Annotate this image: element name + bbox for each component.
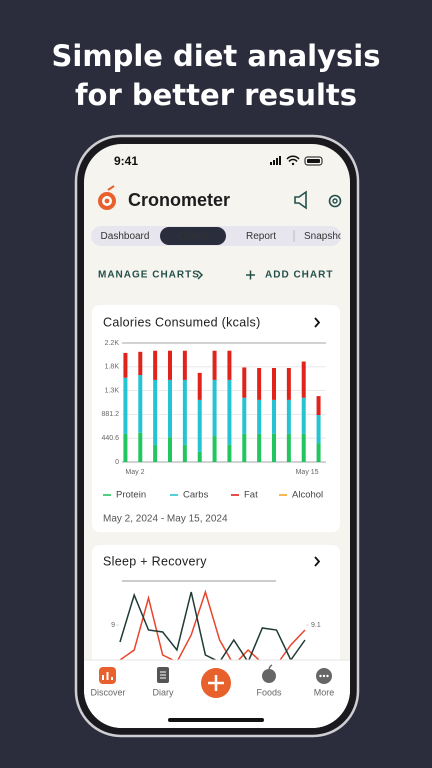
bar-segment: [153, 379, 158, 445]
legend-label: Carbs: [183, 490, 209, 501]
bar-segment: [301, 397, 306, 434]
y-tick-label: 2.2K: [105, 340, 120, 347]
bar-segment: [212, 379, 217, 437]
home-indicator: [168, 718, 264, 722]
bar-segment: [153, 444, 158, 462]
bar-segment: [212, 436, 217, 462]
chevron: [197, 270, 204, 280]
y-tick-label: 0: [115, 459, 119, 466]
bar-segment: [212, 350, 217, 380]
status-time: 9:41: [114, 154, 138, 168]
y-tick-label: 1.8K: [105, 364, 120, 371]
x-tick-label: May 15: [296, 469, 319, 476]
tab[interactable]: Charts: [178, 231, 207, 242]
bar-segment: [197, 451, 202, 462]
app-logo: [98, 185, 116, 210]
bar-segment: [138, 375, 143, 433]
chevron: [314, 556, 321, 567]
chevron: [314, 317, 321, 328]
headline: for better results: [75, 78, 357, 112]
bar-segment: [168, 350, 172, 380]
bar-segment: [123, 433, 128, 462]
bar-segment: [227, 379, 232, 445]
bar-segment: [153, 350, 158, 380]
bar-segment: [316, 396, 321, 416]
bar-segment: [227, 444, 232, 462]
status-icons: [270, 155, 323, 166]
legend-label: Alcohol: [292, 490, 323, 501]
nav-item[interactable]: Diary: [152, 687, 174, 697]
bar-segment: [227, 350, 232, 380]
bar-segment: [197, 372, 202, 400]
bar-segment: [242, 433, 247, 462]
bar-segment: [257, 399, 262, 434]
bar-segment: [301, 433, 306, 462]
bar-segment: [197, 399, 202, 452]
bar-segment: [272, 399, 276, 434]
bar-segment: [286, 368, 291, 400]
bar-segment: [168, 437, 172, 462]
bar-segment: [242, 367, 247, 398]
bar-segment: [316, 415, 321, 444]
y-tick-label: 440.6: [101, 435, 119, 442]
bar-segment: [316, 443, 321, 462]
headline: Simple diet analysis: [52, 39, 381, 73]
bar-segment: [257, 368, 262, 400]
bar-segment: [257, 433, 262, 462]
y-tick-label: 1.3K: [105, 387, 120, 394]
app-name: Cronometer: [128, 190, 230, 210]
tab[interactable]: Dashboard: [101, 231, 150, 242]
bar-segment: [138, 351, 143, 376]
bar-segment: [286, 399, 291, 434]
bar-segment: [272, 433, 276, 462]
bar-segment: [272, 368, 276, 400]
nav-icons: [99, 664, 332, 698]
x-tick-label: May 2: [125, 469, 144, 476]
date-range: May 2, 2024 - May 15, 2024: [103, 514, 228, 525]
manage-charts[interactable]: MANAGE CHARTS: [98, 270, 200, 281]
tab[interactable]: Report: [246, 231, 276, 242]
bar-segment: [123, 377, 128, 434]
card-title: Calories Consumed (kcals): [103, 315, 261, 329]
tab[interactable]: Snapsho: [304, 231, 344, 242]
add-chart[interactable]: ADD CHART: [265, 270, 333, 281]
bar-segment: [123, 352, 128, 378]
settings-icon[interactable]: [328, 194, 342, 208]
bar-segment: [242, 397, 247, 434]
legend-label: Fat: [244, 490, 258, 501]
bar-segment: [182, 350, 187, 380]
tab-active-bg: [160, 227, 226, 245]
announce-icon[interactable]: [294, 190, 307, 210]
settings-icon-core: [332, 198, 338, 204]
legend-label: Protein: [116, 490, 146, 501]
y-tick-label: 881.2: [101, 411, 119, 418]
bar-segment: [301, 361, 306, 398]
nav-item[interactable]: Foods: [256, 687, 282, 697]
bar-segment: [182, 444, 187, 462]
nav-item[interactable]: Discover: [90, 687, 125, 697]
nav-item[interactable]: More: [314, 687, 335, 697]
y-tick-label: 9: [111, 622, 115, 629]
card-title: Sleep + Recovery: [103, 554, 207, 568]
bar-segment: [182, 379, 187, 445]
line-series: [119, 591, 306, 660]
bar-segment: [168, 379, 172, 438]
line-series: [119, 589, 306, 660]
plus-icon: [246, 270, 255, 280]
y2-tick-label: 9.1: [311, 622, 321, 629]
bar-segment: [286, 433, 291, 462]
bar-segment: [138, 432, 143, 462]
